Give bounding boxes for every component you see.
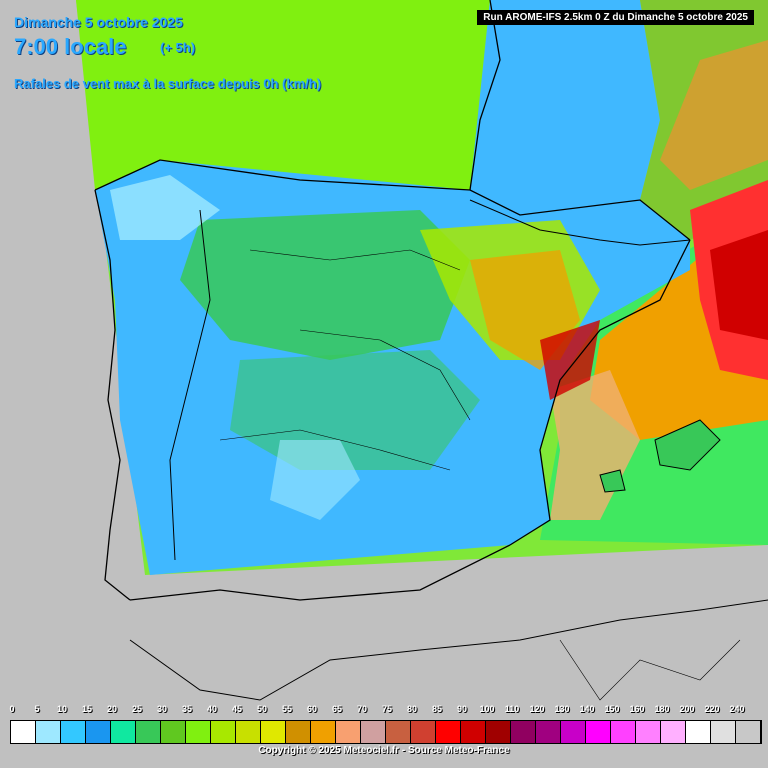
balearic-mallorca <box>654 419 721 471</box>
legend-label: 90 <box>456 704 468 714</box>
legend-label: 75 <box>381 704 393 714</box>
forecast-time: 7:00 locale <box>14 34 127 59</box>
forecast-date: Dimanche 5 octobre 2025 <box>14 14 183 30</box>
legend-swatch <box>236 721 261 743</box>
legend-label: 120 <box>529 704 545 714</box>
legend-swatch <box>386 721 411 743</box>
north-africa-borders <box>559 639 741 701</box>
legend-label: 45 <box>231 704 243 714</box>
legend-swatch <box>736 721 761 743</box>
legend-label: 220 <box>704 704 720 714</box>
legend-label: 10 <box>56 704 68 714</box>
region-border-1 <box>249 249 461 271</box>
legend-swatch <box>586 721 611 743</box>
forecast-parameter: Rafales de vent max à la surface depuis … <box>14 76 322 91</box>
color-scale-legend: 0 5 10 15 20 25 30 35 40 45 50 55 60 65 70 75 80 85 90 100 1… <box>9 704 762 744</box>
sierra-morena-zone <box>270 440 360 520</box>
legend-swatch <box>336 721 361 743</box>
legend-label: 160 <box>629 704 645 714</box>
legend-label: 140 <box>579 704 595 714</box>
legend-label: 200 <box>679 704 695 714</box>
france-southwest-land <box>470 0 660 215</box>
legend-swatch <box>661 721 686 743</box>
portugal-spain-border <box>169 209 211 561</box>
sea-gust-dark-red-core <box>710 230 768 340</box>
south-coastline <box>129 544 511 601</box>
legend-swatch <box>111 721 136 743</box>
legend-labels: 0 5 10 15 20 25 30 35 40 45 50 55 60 65 70 75 80 85 90 100 1… <box>9 704 762 718</box>
france-atlantic-coastline <box>469 0 501 191</box>
legend-label: 50 <box>256 704 268 714</box>
legend-label: 70 <box>356 704 368 714</box>
legend-swatch <box>161 721 186 743</box>
legend-label: 20 <box>106 704 118 714</box>
legend-swatch <box>486 721 511 743</box>
legend-label: 0 <box>9 704 15 714</box>
legend-swatch <box>136 721 161 743</box>
meseta-north-zone <box>180 210 470 360</box>
alps-gust-zone <box>660 40 768 190</box>
legend-label: 100 <box>479 704 495 714</box>
legend-swatch <box>511 721 536 743</box>
legend-color-bar <box>10 720 762 744</box>
legend-swatch <box>711 721 736 743</box>
sea-biscay <box>76 0 490 190</box>
legend-swatch <box>261 721 286 743</box>
model-run-info: Run AROME-IFS 2.5km 0 Z du Dimanche 5 oc… <box>477 10 754 25</box>
legend-swatch <box>86 721 111 743</box>
legend-swatch <box>536 721 561 743</box>
legend-swatch <box>686 721 711 743</box>
legend-label: 30 <box>156 704 168 714</box>
legend-label: 85 <box>431 704 443 714</box>
balearic-ibiza <box>599 469 626 493</box>
pyrenees-border <box>469 199 691 246</box>
legend-swatch <box>311 721 336 743</box>
legend-label: 35 <box>181 704 193 714</box>
north-africa-coastline <box>129 599 768 701</box>
legend-label: 80 <box>406 704 418 714</box>
legend-swatch <box>461 721 486 743</box>
legend-swatch <box>61 721 86 743</box>
legend-label: 40 <box>206 704 218 714</box>
region-border-2 <box>299 329 471 421</box>
legend-label: 15 <box>81 704 93 714</box>
legend-label: 150 <box>604 704 620 714</box>
copyright-notice: Copyright © 2025 Meteociel.fr - Source M… <box>258 745 510 756</box>
forecast-lead-time: (+ 5h) <box>160 40 196 55</box>
iberian-range-red-zone <box>540 320 600 400</box>
legend-label: 130 <box>554 704 570 714</box>
legend-swatch <box>286 721 311 743</box>
legend-swatch <box>636 721 661 743</box>
legend-swatch <box>361 721 386 743</box>
legend-label: 25 <box>131 704 143 714</box>
legend-swatch <box>11 721 36 743</box>
legend-label: 5 <box>34 704 40 714</box>
legend-swatch <box>411 721 436 743</box>
legend-label: 65 <box>331 704 343 714</box>
legend-swatch <box>186 721 211 743</box>
legend-label: 55 <box>281 704 293 714</box>
region-border-3 <box>219 429 451 471</box>
legend-label: 240 <box>729 704 745 714</box>
legend-swatch <box>611 721 636 743</box>
legend-swatch <box>436 721 461 743</box>
legend-label: 180 <box>654 704 670 714</box>
east-coastline <box>509 239 691 546</box>
galicia-light-zone <box>110 175 220 240</box>
legend-label: 110 <box>504 704 520 714</box>
west-coastline <box>94 189 131 601</box>
legend-swatch <box>561 721 586 743</box>
legend-swatch <box>211 721 236 743</box>
legend-swatch <box>36 721 61 743</box>
legend-label: 60 <box>306 704 318 714</box>
